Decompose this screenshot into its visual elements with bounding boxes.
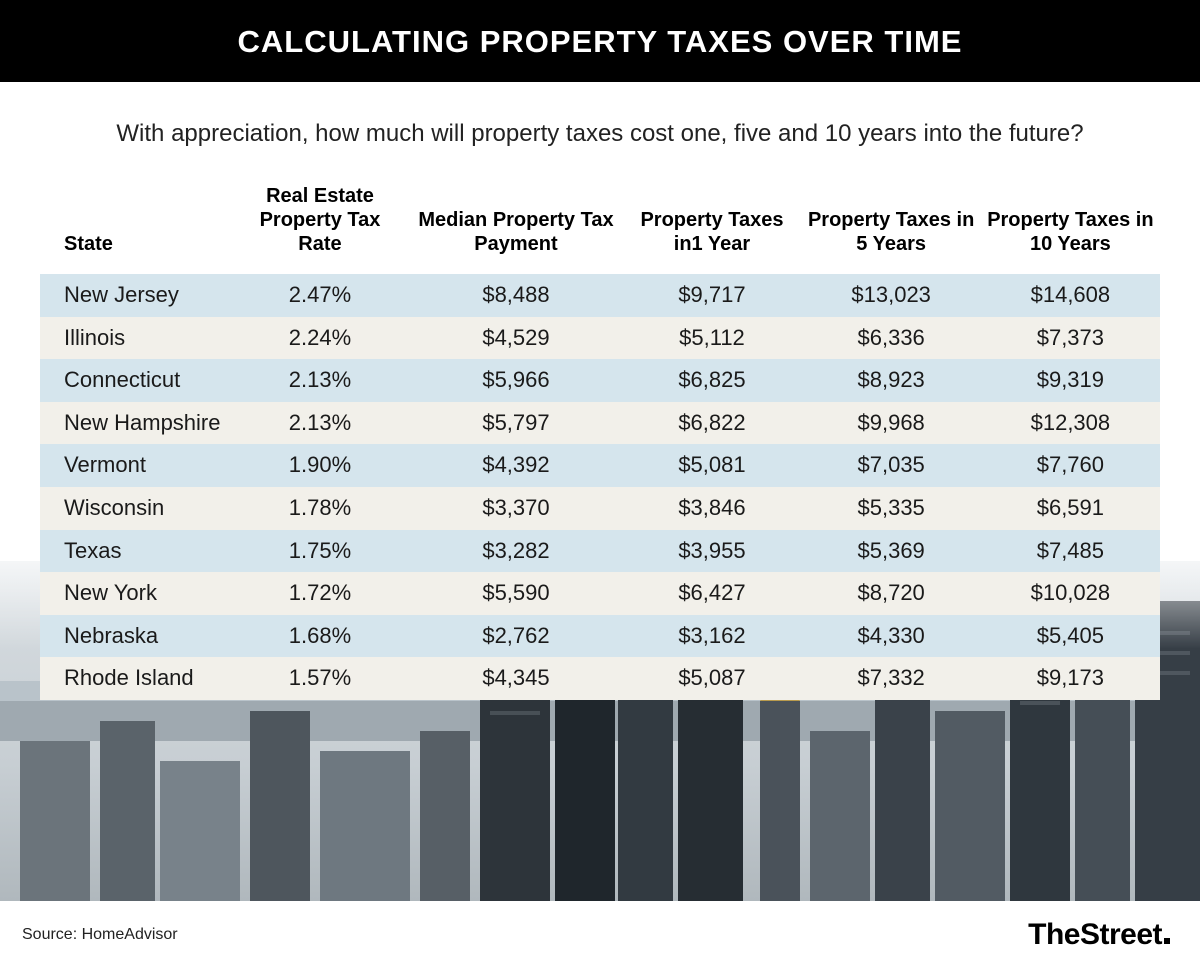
cell-y10: $10,028	[981, 572, 1160, 615]
cell-y1: $3,955	[622, 530, 801, 573]
cell-y1: $9,717	[622, 274, 801, 317]
table-row: New York1.72%$5,590$6,427$8,720$10,028	[40, 572, 1160, 615]
cell-median: $4,345	[410, 657, 623, 700]
col-header-median: Median Property Tax Payment	[410, 176, 623, 274]
table-body: New Jersey2.47%$8,488$9,717$13,023$14,60…	[40, 274, 1160, 700]
cell-state: Nebraska	[40, 615, 230, 658]
cell-y10: $9,173	[981, 657, 1160, 700]
cell-y1: $6,822	[622, 402, 801, 445]
cell-rate: 1.68%	[230, 615, 409, 658]
table-row: Connecticut2.13%$5,966$6,825$8,923$9,319	[40, 359, 1160, 402]
cell-state: Vermont	[40, 444, 230, 487]
table-row: Texas1.75%$3,282$3,955$5,369$7,485	[40, 530, 1160, 573]
col-header-y5: Property Taxes in 5 Years	[802, 176, 981, 274]
cell-median: $2,762	[410, 615, 623, 658]
cell-y10: $7,373	[981, 317, 1160, 360]
table-row: New Jersey2.47%$8,488$9,717$13,023$14,60…	[40, 274, 1160, 317]
col-header-state: State	[40, 176, 230, 274]
brand-dot-icon	[1164, 938, 1170, 944]
cell-rate: 1.78%	[230, 487, 409, 530]
cell-y10: $7,485	[981, 530, 1160, 573]
cell-y1: $6,427	[622, 572, 801, 615]
table-row: Vermont1.90%$4,392$5,081$7,035$7,760	[40, 444, 1160, 487]
table-container: State Real Estate Property Tax Rate Medi…	[0, 176, 1200, 700]
infographic-frame: CALCULATING PROPERTY TAXES OVER TIME Wit…	[0, 0, 1200, 969]
cell-median: $8,488	[410, 274, 623, 317]
cell-y10: $9,319	[981, 359, 1160, 402]
col-header-y10: Property Taxes in 10 Years	[981, 176, 1160, 274]
cell-median: $3,282	[410, 530, 623, 573]
cell-y5: $4,330	[802, 615, 981, 658]
cell-y5: $9,968	[802, 402, 981, 445]
cell-y5: $5,369	[802, 530, 981, 573]
brand-logo: TheStreet	[1028, 918, 1170, 952]
cell-rate: 1.90%	[230, 444, 409, 487]
cell-median: $5,797	[410, 402, 623, 445]
footer: Source: HomeAdvisor TheStreet	[0, 901, 1200, 969]
cell-rate: 2.13%	[230, 359, 409, 402]
cell-median: $5,966	[410, 359, 623, 402]
col-header-rate: Real Estate Property Tax Rate	[230, 176, 409, 274]
cell-rate: 2.24%	[230, 317, 409, 360]
cell-state: New York	[40, 572, 230, 615]
cell-y1: $3,162	[622, 615, 801, 658]
cell-median: $5,590	[410, 572, 623, 615]
cell-state: Texas	[40, 530, 230, 573]
source-label: Source: HomeAdvisor	[22, 926, 178, 944]
property-tax-table: State Real Estate Property Tax Rate Medi…	[40, 176, 1160, 700]
cell-y5: $13,023	[802, 274, 981, 317]
col-header-y1: Property Taxes in1 Year	[622, 176, 801, 274]
brand-text: TheStreet	[1028, 918, 1162, 951]
cell-y10: $7,760	[981, 444, 1160, 487]
cell-rate: 1.75%	[230, 530, 409, 573]
table-row: Wisconsin1.78%$3,370$3,846$5,335$6,591	[40, 487, 1160, 530]
cell-state: Wisconsin	[40, 487, 230, 530]
cell-y1: $5,087	[622, 657, 801, 700]
cell-y10: $5,405	[981, 615, 1160, 658]
cell-y1: $6,825	[622, 359, 801, 402]
table-row: Nebraska1.68%$2,762$3,162$4,330$5,405	[40, 615, 1160, 658]
cell-y5: $8,923	[802, 359, 981, 402]
table-row: Rhode Island1.57%$4,345$5,087$7,332$9,17…	[40, 657, 1160, 700]
cell-rate: 2.13%	[230, 402, 409, 445]
cell-y5: $8,720	[802, 572, 981, 615]
cell-median: $4,529	[410, 317, 623, 360]
cell-y5: $7,035	[802, 444, 981, 487]
cell-state: New Jersey	[40, 274, 230, 317]
cell-rate: 1.57%	[230, 657, 409, 700]
cell-y5: $6,336	[802, 317, 981, 360]
cell-y10: $6,591	[981, 487, 1160, 530]
cell-y10: $14,608	[981, 274, 1160, 317]
cell-state: New Hampshire	[40, 402, 230, 445]
cell-y10: $12,308	[981, 402, 1160, 445]
page-title: CALCULATING PROPERTY TAXES OVER TIME	[0, 24, 1200, 60]
cell-median: $3,370	[410, 487, 623, 530]
cell-y1: $5,081	[622, 444, 801, 487]
table-header: State Real Estate Property Tax Rate Medi…	[40, 176, 1160, 274]
cell-median: $4,392	[410, 444, 623, 487]
cell-y5: $5,335	[802, 487, 981, 530]
table-row: New Hampshire2.13%$5,797$6,822$9,968$12,…	[40, 402, 1160, 445]
cell-rate: 2.47%	[230, 274, 409, 317]
cell-state: Connecticut	[40, 359, 230, 402]
subtitle: With appreciation, how much will propert…	[0, 82, 1200, 176]
cell-rate: 1.72%	[230, 572, 409, 615]
cell-state: Rhode Island	[40, 657, 230, 700]
cell-y5: $7,332	[802, 657, 981, 700]
table-row: Illinois2.24%$4,529$5,112$6,336$7,373	[40, 317, 1160, 360]
cell-y1: $3,846	[622, 487, 801, 530]
title-bar: CALCULATING PROPERTY TAXES OVER TIME	[0, 0, 1200, 82]
cell-state: Illinois	[40, 317, 230, 360]
cell-y1: $5,112	[622, 317, 801, 360]
